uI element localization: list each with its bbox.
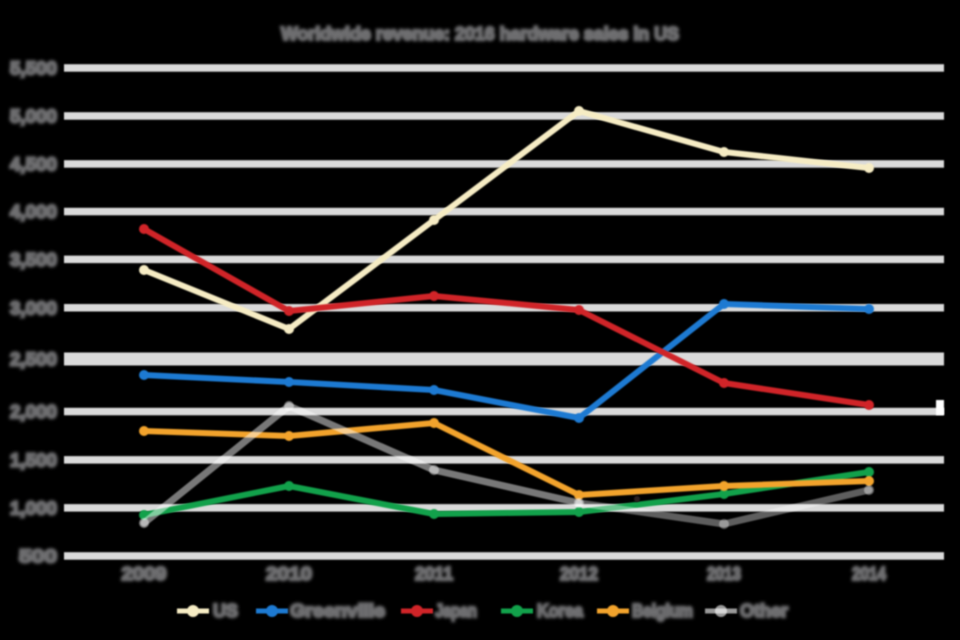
svg-text:Greenville: Greenville <box>290 601 385 621</box>
svg-text:2014: 2014 <box>852 564 886 584</box>
svg-text:US: US <box>213 601 238 621</box>
svg-text:2009: 2009 <box>122 564 167 584</box>
svg-text:1,000: 1,000 <box>10 499 57 519</box>
svg-text:2013: 2013 <box>707 564 741 584</box>
svg-text:5,500: 5,500 <box>10 59 57 79</box>
svg-text:2010: 2010 <box>266 564 312 584</box>
svg-text:2,000: 2,000 <box>10 402 57 422</box>
svg-text:4,500: 4,500 <box>10 155 57 175</box>
svg-text:500: 500 <box>19 547 57 567</box>
svg-text:4,000: 4,000 <box>10 202 57 222</box>
svg-text:2011: 2011 <box>415 564 453 584</box>
svg-text:2,500: 2,500 <box>10 350 57 370</box>
svg-text:2012: 2012 <box>560 564 598 584</box>
svg-text:1,500: 1,500 <box>10 451 57 471</box>
svg-text:Belgium: Belgium <box>632 601 693 621</box>
svg-text:Korea: Korea <box>537 601 584 621</box>
svg-text:3,000: 3,000 <box>10 299 57 319</box>
svg-text:3,500: 3,500 <box>10 250 57 270</box>
svg-text:5,000: 5,000 <box>10 107 57 127</box>
svg-text:Japan: Japan <box>435 601 477 621</box>
svg-text:Worldwide revenue: 2016 hardwa: Worldwide revenue: 2016 hardware sales i… <box>281 24 679 44</box>
svg-text:Other: Other <box>740 601 788 621</box>
